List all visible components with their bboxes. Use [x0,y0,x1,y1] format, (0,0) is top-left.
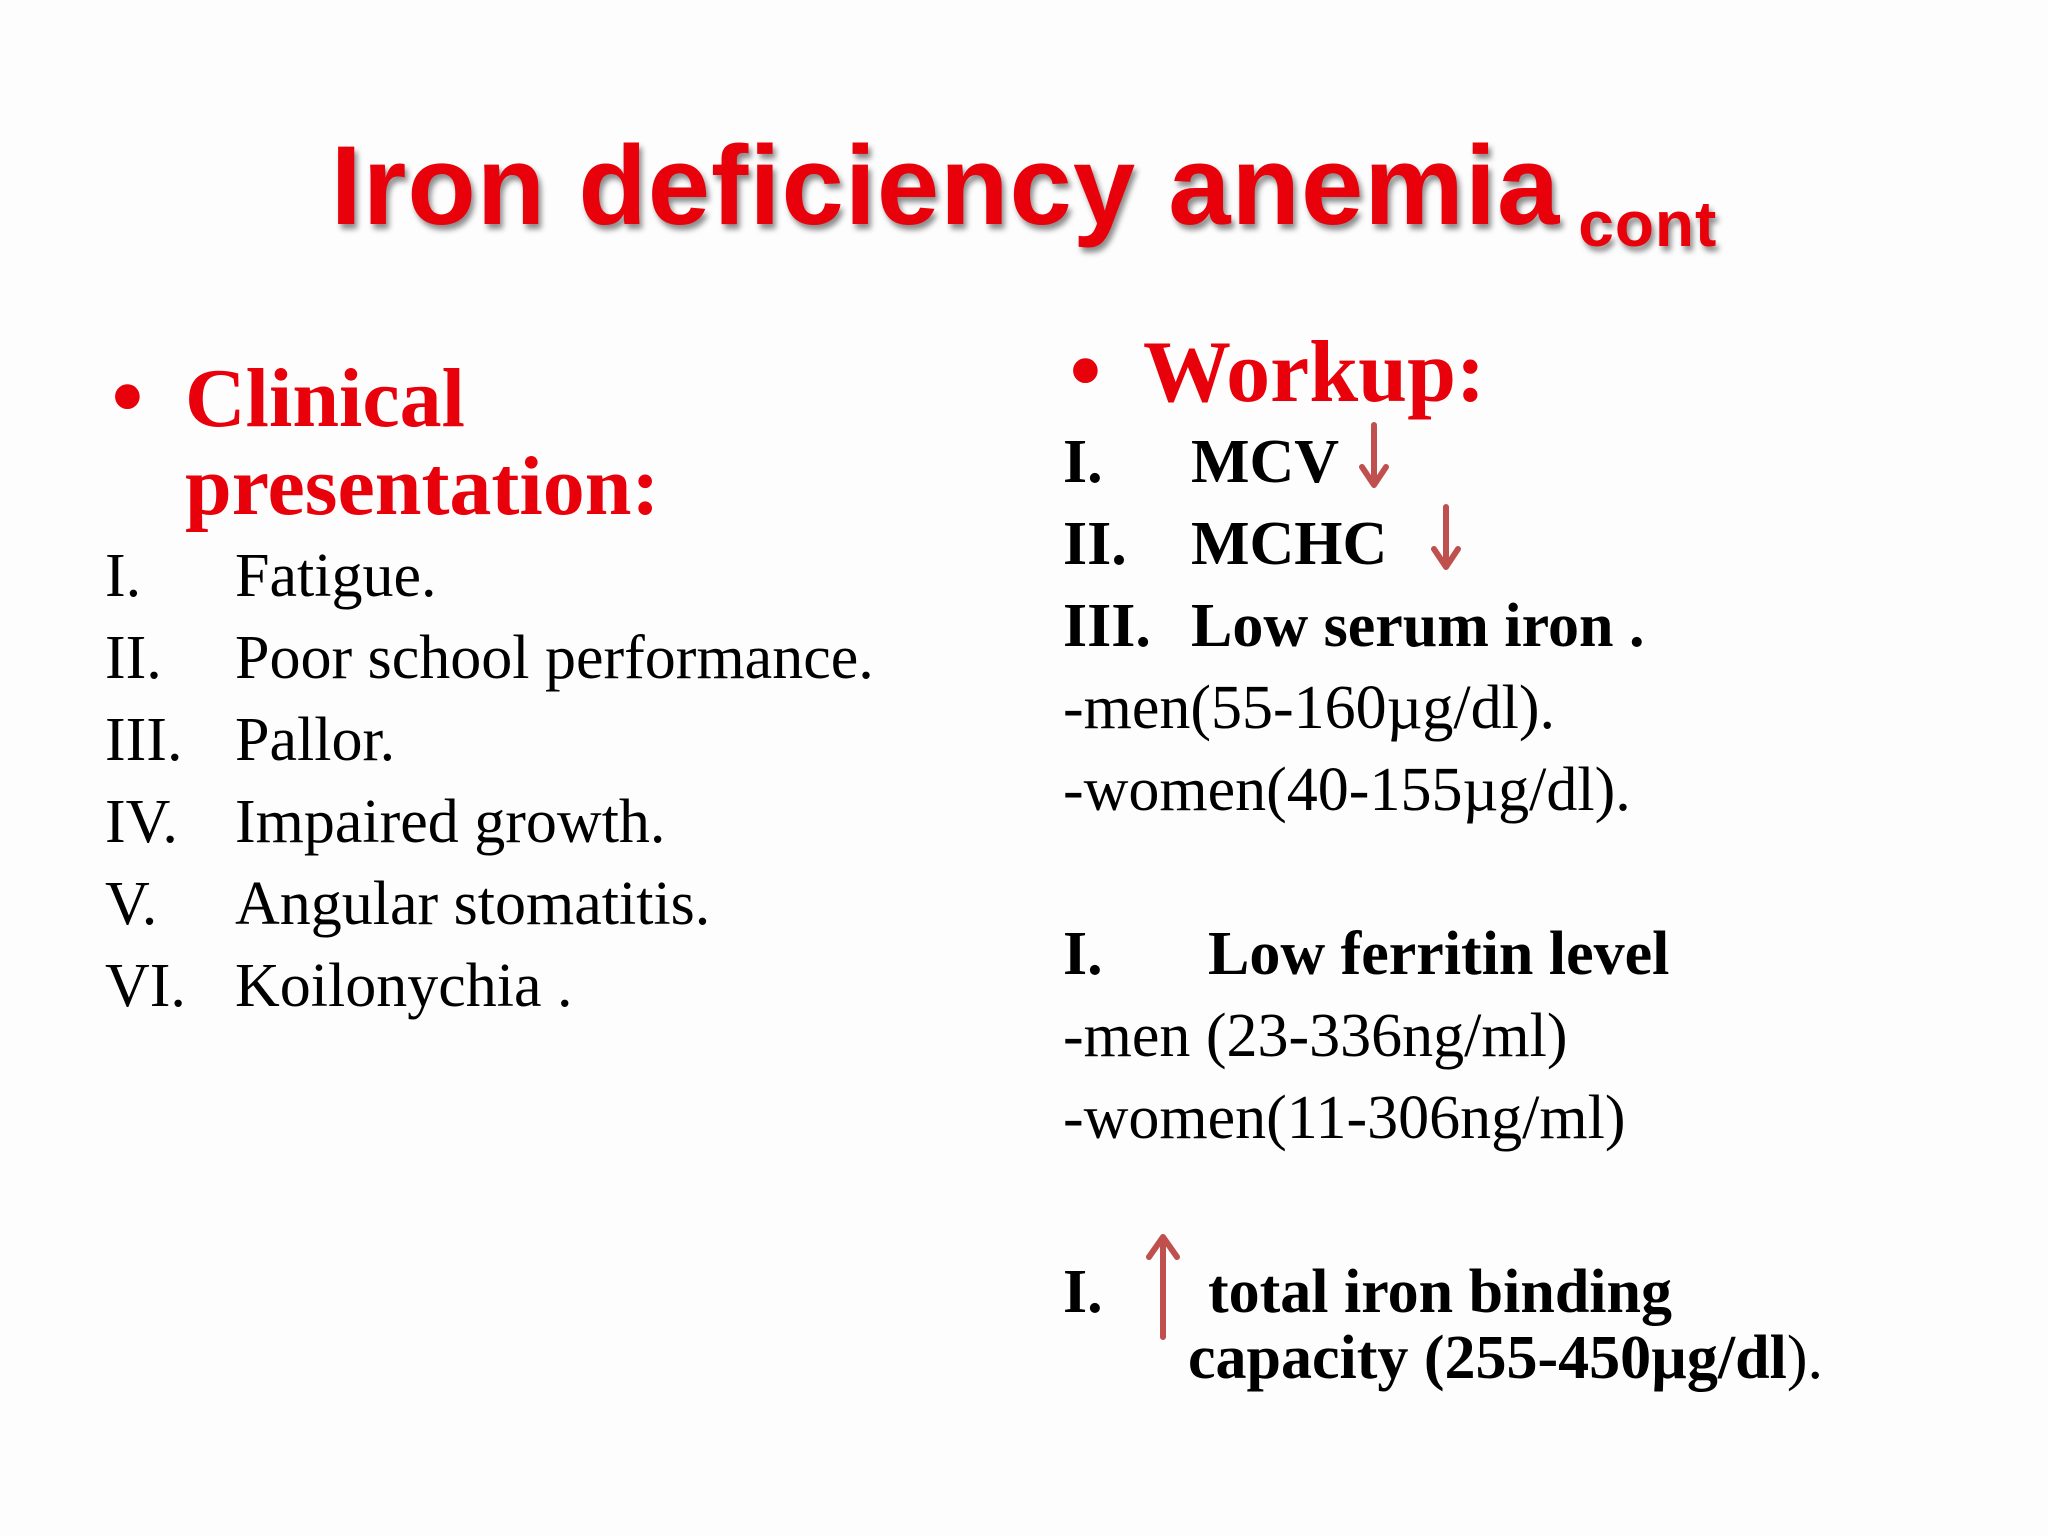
slide-title: Iron deficiency anemia cont [0,130,2048,257]
item-number: II. [105,624,162,692]
ferritin-list: I. Low ferritin level [1063,913,2003,995]
heading-line-1: Clinical [185,352,466,445]
clinical-presentation-heading: • Clinical presentation: [105,355,1005,531]
down-arrow-icon [1357,421,1391,491]
up-arrow-icon [1143,1231,1208,1354]
item-number: I. [1063,428,1103,496]
tibc-line-2: capacity (255-450µg/dl). [1188,1325,1823,1391]
item-number: I. [105,542,142,610]
item-text: Angular stomatitis. [235,870,711,938]
list-item: IV. Impaired growth. [105,781,1005,863]
title-sub: cont [1578,188,1718,260]
workup-heading: • Workup: [1063,325,2003,421]
item-number: I. [1063,1258,1103,1326]
workup-column: • Workup: I. MCV II. MCHC III. Low serum… [1063,325,2003,1392]
clinical-presentation-column: • Clinical presentation: I. Fatigue. II. P… [105,355,1005,1027]
tibc-item: I. total iron binding capacity (255-450µ… [1063,1234,2003,1391]
tibc-line-2-end: ). [1786,1324,1823,1392]
list-item: III. Pallor. [105,699,1005,781]
list-item: III. Low serum iron . [1063,585,2003,667]
ferritin-range-women: -women(11-306ng/ml) [1063,1084,1626,1152]
item-number: III. [105,706,183,774]
item-text: Koilonychia . [235,952,573,1020]
item-text: Pallor. [235,706,396,774]
item-number: I. [1063,920,1103,988]
item-text: Low serum iron . [1191,592,1645,660]
item-text: Poor school performance. [235,624,874,692]
item-text: Low ferritin level [1208,920,1670,988]
tibc-text: total iron binding capacity (255-450µg/d… [1188,1258,1823,1391]
serum-iron-range-men: -men(55-160µg/dl). [1063,674,1556,742]
tibc-line-1: total iron binding [1208,1258,1673,1326]
workup-list: I. MCV II. MCHC III. Low serum iron . [1063,421,2003,667]
ferritin-range-men: -men (23-336ng/ml) [1063,1002,1568,1070]
heading-line-2: presentation: [185,440,660,533]
spacer [1063,831,2003,913]
list-item: I. Low ferritin level [1063,913,2003,995]
bullet-icon: • [105,358,150,440]
tibc-line-2-main: capacity (255-450µg/dl [1188,1324,1787,1392]
item-text: Impaired growth. [235,788,666,856]
item-text: MCHC [1191,510,1388,578]
workup-heading-text: Workup: [1143,324,1486,421]
item-number: V. [105,870,158,938]
clinical-presentation-list: I. Fatigue. II. Poor school performance. I… [105,535,1005,1027]
bullet-icon: • [1063,332,1108,414]
item-number: VI. [105,952,186,1020]
list-item: I. Fatigue. [105,535,1005,617]
item-number: II. [1063,510,1127,578]
item-number: III. [1063,592,1151,660]
list-item: I. MCV [1063,421,2003,503]
list-item: II. Poor school performance. [105,617,1005,699]
list-item: V. Angular stomatitis. [105,863,1005,945]
down-arrow-icon [1429,503,1463,573]
item-text: Fatigue. [235,542,437,610]
serum-iron-range-women: -women(40-155µg/dl). [1063,756,1631,824]
list-item: VI. Koilonychia . [105,945,1005,1027]
title-main: Iron deficiency anemia [330,123,1561,248]
item-number: IV. [105,788,178,856]
item-text: MCV [1191,428,1340,496]
list-item: II. MCHC [1063,503,2003,585]
